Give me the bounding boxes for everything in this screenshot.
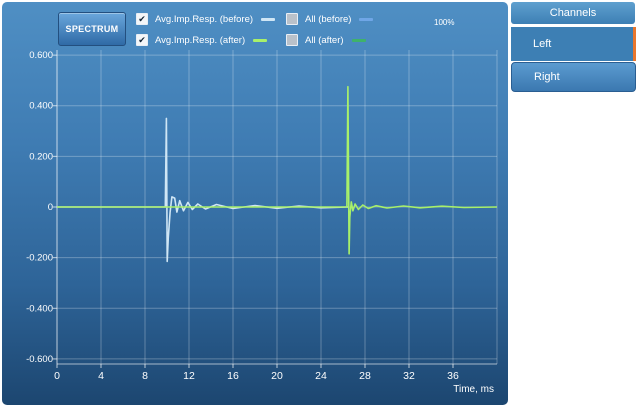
- x-axis-label: Time, ms: [453, 384, 494, 395]
- x-tick-label: 36: [447, 370, 459, 382]
- x-tick-label: 0: [54, 370, 60, 382]
- checkbox-avg-before[interactable]: ✔: [136, 13, 148, 25]
- channel-right-button[interactable]: Right: [511, 62, 636, 92]
- y-tick-label: 0: [48, 202, 53, 213]
- legend-item-all-after[interactable]: All (after): [286, 34, 366, 46]
- y-axis-ticks: 0.600 0.400 0.200 0 -0.200 -0.400 -0.600: [26, 50, 57, 365]
- checkbox-all-after[interactable]: [286, 34, 298, 46]
- x-tick-label: 16: [227, 370, 239, 382]
- channel-left-button[interactable]: Left: [511, 27, 636, 61]
- checkbox-all-before[interactable]: [286, 13, 298, 25]
- y-tick-label: 0.200: [29, 151, 53, 162]
- x-tick-label: 24: [315, 370, 327, 382]
- legend-swatch: [261, 17, 276, 21]
- channels-header: Channels: [511, 2, 635, 24]
- spectrum-button[interactable]: SPECTRUM: [58, 12, 126, 46]
- series-lines: [57, 85, 498, 263]
- y-tick-label: 0.600: [29, 50, 53, 61]
- y-tick-label: 0.400: [29, 101, 53, 112]
- x-tick-label: 12: [183, 370, 195, 382]
- legend-item-avg-after[interactable]: ✔ Avg.Imp.Resp. (after): [136, 34, 268, 46]
- series-line-1: [57, 85, 498, 255]
- y-tick-label: -0.200: [26, 253, 53, 264]
- x-axis-ticks: 0 4 8 12 16 20 24 28 32 36: [54, 364, 459, 382]
- x-tick-label: 28: [359, 370, 371, 382]
- chart-toolbar: SPECTRUM ✔ Avg.Imp.Resp. (before) ✔ Avg.…: [2, 2, 508, 50]
- legend-swatch: [351, 38, 366, 42]
- legend-label: All (before): [305, 13, 352, 25]
- chart-panel: 0.600 0.400 0.200 0 -0.200 -0.400 -0.600 0 4 8 12…: [2, 2, 508, 405]
- x-tick-label: 32: [403, 370, 415, 382]
- legend-label: Avg.Imp.Resp. (after): [155, 34, 246, 46]
- checkbox-avg-after[interactable]: ✔: [136, 34, 148, 46]
- legend-label: All (after): [305, 34, 344, 46]
- legend-item-avg-before[interactable]: ✔ Avg.Imp.Resp. (before): [136, 13, 276, 25]
- x-tick-label: 20: [271, 370, 283, 382]
- legend-swatch: [359, 17, 374, 21]
- legend-label: Avg.Imp.Resp. (before): [155, 13, 254, 25]
- legend-swatch: [253, 38, 268, 42]
- zoom-level: 100%: [434, 18, 455, 27]
- x-tick-label: 8: [142, 370, 148, 382]
- legend-item-all-before[interactable]: All (before): [286, 13, 374, 25]
- y-tick-label: -0.600: [26, 354, 53, 365]
- x-tick-label: 4: [98, 370, 104, 382]
- impulse-response-chart: 0.600 0.400 0.200 0 -0.200 -0.400 -0.600 0 4 8 12…: [26, 50, 498, 395]
- y-tick-label: -0.400: [26, 303, 53, 314]
